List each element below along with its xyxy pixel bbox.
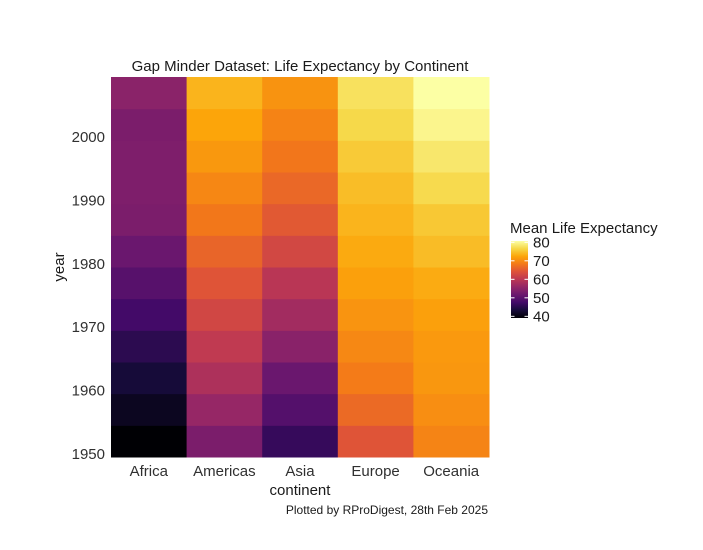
legend-tick-label: 70 xyxy=(533,253,550,270)
heatmap-tile-europe-1997 xyxy=(337,140,414,173)
heatmap-tile-europe-1992 xyxy=(337,172,414,205)
x-tick-label: Asia xyxy=(285,463,315,480)
heatmap-tile-europe-1962 xyxy=(337,362,414,395)
heatmap-tile-asia-2007 xyxy=(262,77,339,110)
legend-colorbar xyxy=(511,241,528,318)
heatmap-tile-europe-1957 xyxy=(337,393,414,426)
heatmap-tile-africa-2002 xyxy=(111,108,188,141)
heatmap-tile-americas-1987 xyxy=(186,203,263,236)
legend-tick-label: 50 xyxy=(533,290,550,307)
heatmap-tile-oceania-1952 xyxy=(413,425,490,458)
legend-tick-label: 40 xyxy=(533,308,550,325)
chart-title: Gap Minder Dataset: Life Expectancy by C… xyxy=(132,58,470,75)
heatmap-tile-oceania-1992 xyxy=(413,172,490,205)
heatmap-tile-americas-1972 xyxy=(186,298,263,331)
heatmap-tile-asia-1957 xyxy=(262,393,339,426)
heatmap-tile-oceania-1967 xyxy=(413,330,490,363)
heatmap-tile-europe-1952 xyxy=(337,425,414,458)
heatmap-tile-asia-1977 xyxy=(262,267,339,300)
heatmap-tile-americas-1962 xyxy=(186,362,263,395)
heatmap-tile-asia-1992 xyxy=(262,172,339,205)
heatmap-tile-africa-1977 xyxy=(111,267,188,300)
heatmap-tile-oceania-1987 xyxy=(413,203,490,236)
y-tick-label: 1990 xyxy=(72,193,105,210)
heatmap-tile-africa-1967 xyxy=(111,330,188,363)
heatmap-tile-africa-1952 xyxy=(111,425,188,458)
heatmap-tile-asia-1967 xyxy=(262,330,339,363)
legend-tick-label: 60 xyxy=(533,271,550,288)
heatmap-tile-africa-1957 xyxy=(111,393,188,426)
y-tick-label: 1970 xyxy=(72,319,105,336)
heatmap-tile-americas-2002 xyxy=(186,108,263,141)
heatmap-tile-oceania-1972 xyxy=(413,298,490,331)
heatmap-tile-europe-2007 xyxy=(337,77,414,110)
heatmap-tile-oceania-1977 xyxy=(413,267,490,300)
heatmap-tile-asia-2002 xyxy=(262,108,339,141)
heatmap-tile-oceania-1997 xyxy=(413,140,490,173)
heatmap-tile-asia-1952 xyxy=(262,425,339,458)
x-axis-title: continent xyxy=(270,482,332,499)
x-tick-label: Africa xyxy=(130,463,169,480)
heatmap-tile-asia-1982 xyxy=(262,235,339,268)
x-tick-label: Oceania xyxy=(423,463,480,480)
heatmap-tile-oceania-1957 xyxy=(413,393,490,426)
heatmap-tile-asia-1972 xyxy=(262,298,339,331)
heatmap-tile-asia-1987 xyxy=(262,203,339,236)
heatmap-tile-americas-1977 xyxy=(186,267,263,300)
heatmap-tile-africa-1982 xyxy=(111,235,188,268)
heatmap-tile-americas-1997 xyxy=(186,140,263,173)
legend-tick-label: 80 xyxy=(533,234,550,251)
heatmap-tile-africa-1962 xyxy=(111,362,188,395)
y-tick-label: 2000 xyxy=(72,129,105,146)
heatmap-tile-americas-1967 xyxy=(186,330,263,363)
heatmap-tile-europe-1972 xyxy=(337,298,414,331)
heatmap-tile-africa-1992 xyxy=(111,172,188,205)
heatmap-tile-europe-1967 xyxy=(337,330,414,363)
heatmap-tile-oceania-2002 xyxy=(413,108,490,141)
y-axis-title: year xyxy=(51,252,68,281)
heatmap-tile-europe-2002 xyxy=(337,108,414,141)
x-tick-label: Americas xyxy=(193,463,256,480)
heatmap-tile-asia-1962 xyxy=(262,362,339,395)
y-axis-ticks: 1950 1960 1970 1980 1990 2000 xyxy=(72,129,105,463)
heatmap-tile-africa-1987 xyxy=(111,203,188,236)
x-axis-ticks: Africa Americas Asia Europe Oceania xyxy=(130,463,480,480)
y-tick-label: 1980 xyxy=(72,256,105,273)
x-tick-label: Europe xyxy=(351,463,399,480)
heatmap-tile-oceania-2007 xyxy=(413,77,490,110)
heatmap-tile-americas-1952 xyxy=(186,425,263,458)
heatmap-tile-americas-1992 xyxy=(186,172,263,205)
heatmap-tile-europe-1982 xyxy=(337,235,414,268)
heatmap-tile-europe-1977 xyxy=(337,267,414,300)
heatmap-tile-africa-2007 xyxy=(111,77,188,110)
heatmap-tiles xyxy=(111,77,490,458)
chart-caption: Plotted by RProDigest, 28th Feb 2025 xyxy=(286,503,488,517)
y-tick-label: 1950 xyxy=(72,446,105,463)
heatmap-tile-africa-1972 xyxy=(111,298,188,331)
legend-title: Mean Life Expectancy xyxy=(510,220,658,237)
heatmap-tile-americas-1982 xyxy=(186,235,263,268)
heatmap-tile-oceania-1982 xyxy=(413,235,490,268)
heatmap-tile-europe-1987 xyxy=(337,203,414,236)
y-tick-label: 1960 xyxy=(72,383,105,400)
heatmap-tile-americas-2007 xyxy=(186,77,263,110)
heatmap-tile-oceania-1962 xyxy=(413,362,490,395)
heatmap-tile-americas-1957 xyxy=(186,393,263,426)
heatmap-tile-africa-1997 xyxy=(111,140,188,173)
heatmap-tile-asia-1997 xyxy=(262,140,339,173)
